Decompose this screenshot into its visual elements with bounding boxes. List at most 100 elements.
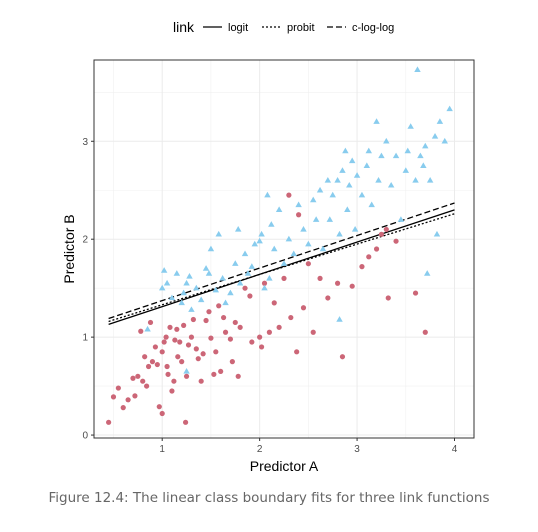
chart: 1 2 3 4 0 1 2 3 Predictor A Predictor B link lo…: [61, 19, 475, 474]
y-axis-title: Predictor B: [61, 214, 77, 283]
data-point-triangle: [312, 216, 320, 222]
data-point-triangle: [186, 273, 193, 279]
data-point-triangle: [407, 123, 414, 129]
data-point-circle: [110, 394, 117, 400]
data-point-triangle: [336, 316, 343, 322]
y-tick-label: 2: [82, 235, 88, 246]
data-point-circle: [378, 231, 385, 237]
data-point-triangle: [234, 226, 242, 232]
data-point-circle: [339, 354, 346, 360]
data-point-circle: [144, 383, 150, 389]
data-point-triangle: [144, 325, 151, 332]
data-point-circle: [317, 275, 323, 281]
data-point-triangle: [202, 265, 210, 271]
panel-background: [94, 60, 474, 438]
data-point-circle: [130, 375, 136, 381]
data-point-triangle: [417, 152, 424, 159]
figure-caption: Figure 12.4: The linear class boundary f…: [48, 490, 490, 506]
data-point-triangle: [441, 137, 448, 144]
data-point-triangle: [375, 177, 382, 183]
data-point-triangle: [256, 237, 263, 244]
data-point-triangle: [180, 289, 187, 296]
data-point-circle: [161, 339, 167, 345]
data-point-circle: [271, 300, 277, 306]
data-point-circle: [249, 339, 255, 345]
data-point-circle: [200, 351, 206, 357]
data-point-circle: [149, 359, 156, 365]
data-point-triangle: [163, 279, 171, 286]
data-point-triangle: [326, 216, 334, 222]
data-point-circle: [138, 328, 144, 334]
data-point-triangle: [241, 250, 249, 257]
data-point-triangle: [285, 235, 293, 242]
data-point-triangle: [188, 306, 195, 312]
data-point-triangle: [431, 132, 439, 139]
data-point-circle: [120, 405, 126, 411]
data-point-triangle: [197, 296, 205, 303]
boundary-lines: [108, 202, 455, 326]
axis-ticks: 1 2 3 4 0 1 2 3: [82, 137, 457, 455]
data-point-triangle: [183, 368, 190, 374]
data-point-triangle: [414, 66, 421, 73]
data-point-circle: [393, 238, 399, 244]
data-point-triangle: [310, 196, 317, 203]
data-point-triangle: [348, 157, 356, 164]
data-point-triangle: [392, 152, 400, 159]
data-point-circle: [115, 385, 121, 391]
data-point-circle: [296, 212, 302, 218]
data-point-triangle: [227, 289, 234, 296]
data-point-circle: [383, 226, 389, 233]
data-point-circle: [169, 388, 175, 394]
data-point-triangle: [266, 274, 273, 281]
x-tick-label: 4: [452, 444, 458, 455]
y-tick-label: 0: [82, 431, 88, 442]
panel-border: [93, 59, 475, 439]
boundary-line-c-log-log: [108, 202, 455, 320]
data-point-circle: [216, 303, 222, 309]
data-point-circle: [156, 404, 162, 410]
data-point-circle: [305, 261, 311, 267]
data-point-triangle: [173, 270, 181, 276]
data-point-triangle: [422, 142, 429, 149]
data-point-triangle: [397, 216, 405, 222]
data-point-circle: [154, 361, 160, 368]
data-point-circle: [179, 359, 185, 365]
data-point-triangle: [363, 162, 371, 168]
data-point-circle: [159, 349, 165, 355]
data-point-triangle: [319, 245, 327, 252]
legend-label-probit: probit: [287, 22, 315, 34]
data-point-circle: [247, 293, 253, 299]
data-point-circle: [145, 363, 152, 370]
data-point-triangle: [436, 118, 444, 124]
y-tick-label: 1: [82, 333, 88, 344]
data-point-circle: [203, 317, 209, 324]
data-point-circle: [281, 275, 287, 281]
data-points: [106, 66, 453, 425]
data-point-circle: [227, 336, 234, 342]
data-point-triangle: [387, 181, 395, 188]
data-point-circle: [163, 334, 169, 340]
data-point-triangle: [168, 294, 176, 301]
data-point-triangle: [271, 245, 278, 252]
data-point-circle: [175, 354, 181, 360]
data-point-triangle: [402, 167, 410, 173]
data-point-circle: [164, 363, 170, 370]
data-point-triangle: [412, 177, 419, 183]
data-point-triangle: [193, 284, 200, 291]
data-point-circle: [106, 419, 112, 425]
y-tick-label: 3: [82, 137, 88, 148]
data-point-circle: [167, 324, 173, 330]
data-point-triangle: [300, 226, 307, 232]
data-point-triangle: [383, 137, 390, 144]
data-point-triangle: [334, 177, 341, 183]
data-point-triangle: [426, 177, 434, 183]
data-point-circle: [266, 329, 272, 335]
x-axis-title: Predictor A: [250, 458, 319, 474]
legend-title: link: [173, 19, 195, 35]
data-point-triangle: [248, 263, 256, 269]
data-point-triangle: [316, 186, 324, 193]
data-point-circle: [208, 335, 214, 341]
data-point-circle: [242, 285, 248, 291]
data-point-triangle: [329, 191, 336, 198]
data-point-triangle: [368, 201, 375, 208]
